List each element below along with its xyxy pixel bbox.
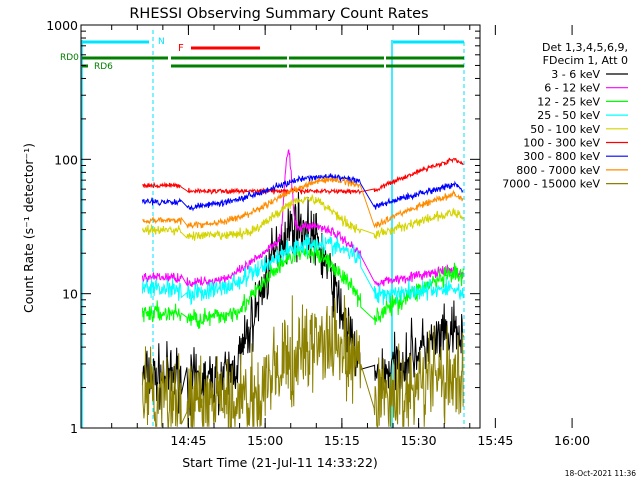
legend-label: 300 - 800 keV <box>523 150 600 163</box>
timestamp: 18-Oct-2021 11:36 <box>565 469 636 478</box>
legend-label: 7000 - 15000 keV <box>502 178 600 191</box>
y-tick-label: 1000 <box>46 18 78 33</box>
legend-label: 25 - 50 keV <box>537 109 600 122</box>
plot-frame <box>80 24 481 429</box>
legend-label: 12 - 25 keV <box>537 95 600 108</box>
series-line <box>141 233 464 306</box>
series-line <box>141 295 464 428</box>
legend-label: 3 - 6 keV <box>551 68 600 81</box>
series-line <box>141 191 464 416</box>
y-tick-label: 1 <box>70 421 78 436</box>
night-flag-label: N <box>158 37 165 47</box>
legend-label: 100 - 300 keV <box>523 137 600 150</box>
x-tick-label: 15:15 <box>324 433 360 448</box>
legend-label: 800 - 7000 keV <box>516 164 600 177</box>
flare-flag-label: F <box>178 43 184 54</box>
y-axis-label: Count Rate (s⁻¹ detector⁻¹) <box>21 143 36 313</box>
series-line <box>141 149 464 288</box>
legend: Det 1,3,4,5,6,9, FDecim 1, Att 0 3 - 6 k… <box>502 41 628 191</box>
series-line <box>142 176 464 229</box>
x-tick-label: 15:30 <box>401 433 437 448</box>
rd0-flag-label: RD0 <box>60 53 79 63</box>
series-line <box>141 193 464 241</box>
rd6-flag-label: RD6 <box>94 62 113 72</box>
x-tick-label: 15:45 <box>477 433 513 448</box>
plot-area <box>81 30 465 428</box>
y-axis: 1 10 100 1000 <box>46 18 480 436</box>
y-tick-label: 10 <box>62 287 78 302</box>
legend-label: 50 - 100 keV <box>530 123 600 136</box>
x-tick-label: 16:00 <box>554 433 590 448</box>
x-axis: 14:45 15:00 15:15 15:30 15:45 16:00 <box>111 25 590 448</box>
x-tick-label: 14:45 <box>170 433 206 448</box>
series-line <box>141 173 464 212</box>
chart-title: RHESSI Observing Summary Count Rates <box>129 6 428 22</box>
legend-header-line-1: Det 1,3,4,5,6,9, <box>542 41 628 54</box>
y-tick-label: 100 <box>54 152 78 167</box>
x-axis-label: Start Time (21-Jul-11 14:33:22) <box>182 455 378 470</box>
legend-label: 6 - 12 keV <box>544 82 600 95</box>
legend-header-line-2: FDecim 1, Att 0 <box>543 54 628 67</box>
x-tick-label: 15:00 <box>247 433 283 448</box>
